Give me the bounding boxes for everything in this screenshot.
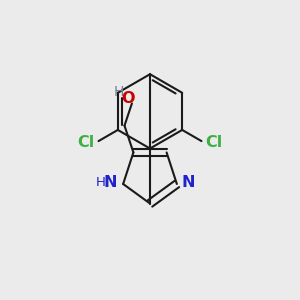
- Text: N: N: [104, 175, 117, 190]
- Text: H: H: [113, 85, 124, 99]
- Text: H: H: [96, 176, 106, 189]
- Text: Cl: Cl: [205, 135, 223, 150]
- Text: N: N: [182, 175, 195, 190]
- Text: O: O: [122, 92, 135, 106]
- Text: Cl: Cl: [77, 135, 95, 150]
